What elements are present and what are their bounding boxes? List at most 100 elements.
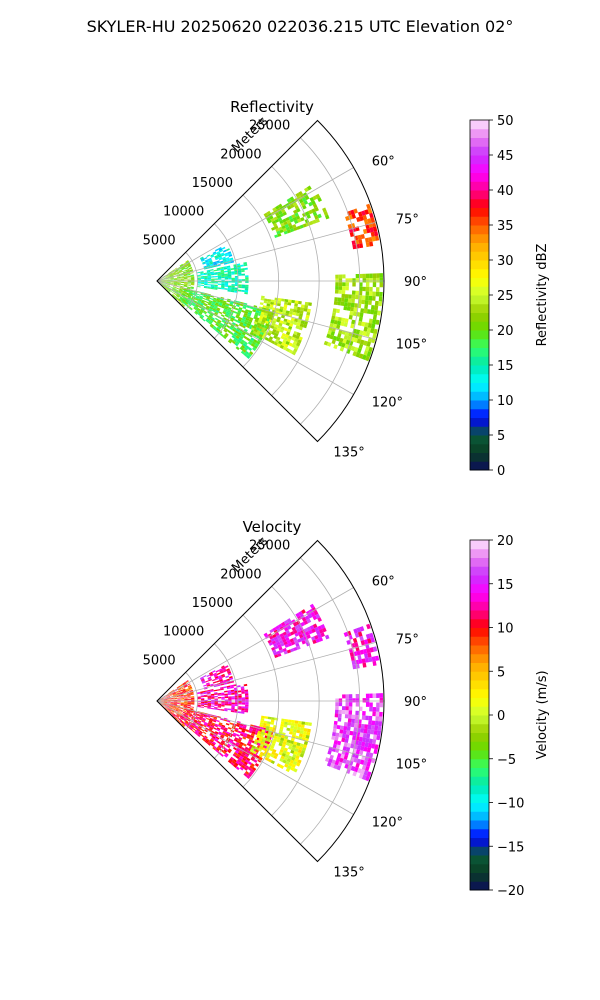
echo-cell	[191, 699, 195, 701]
echo-cell	[166, 275, 170, 277]
echo-cell	[229, 331, 234, 336]
echo-cell	[192, 723, 196, 726]
echo-cell	[163, 703, 167, 706]
echo-cell	[190, 725, 194, 729]
echo-cell	[217, 724, 222, 728]
echo-cell	[197, 696, 201, 698]
echo-cell	[166, 705, 170, 707]
echo-cell	[206, 317, 211, 321]
echo-cell	[315, 193, 321, 199]
echo-cell	[165, 273, 169, 276]
echo-cell	[204, 703, 208, 706]
echo-cell	[290, 228, 295, 233]
colorbar-band	[470, 190, 489, 200]
echo-cell	[271, 322, 276, 327]
echo-cell	[356, 338, 362, 344]
echo-cell	[289, 308, 294, 312]
echo-cell	[244, 770, 250, 775]
echo-cell	[177, 281, 181, 282]
echo-cell	[354, 714, 359, 720]
echo-cell	[160, 699, 164, 701]
echo-cell	[221, 693, 225, 696]
echo-cell	[259, 302, 264, 306]
echo-cell	[234, 330, 239, 334]
echo-cell	[226, 267, 231, 270]
echo-cell	[240, 686, 245, 689]
echo-cell	[278, 646, 283, 651]
echo-cell	[362, 648, 368, 654]
echo-cell	[178, 688, 182, 691]
echo-cell	[354, 723, 358, 728]
echo-cell	[279, 758, 284, 763]
colorbar-band	[470, 575, 489, 585]
echo-cell	[210, 287, 215, 290]
echo-cell	[173, 706, 177, 708]
echo-cell	[187, 264, 191, 267]
echo-cell	[362, 228, 368, 234]
echo-cell	[354, 719, 359, 724]
echo-cell	[209, 734, 213, 738]
echo-cell	[206, 674, 211, 678]
echo-cell	[179, 683, 183, 687]
echo-cell	[174, 700, 178, 701]
echo-cell	[334, 316, 339, 321]
echo-cell	[369, 286, 373, 292]
echo-cell	[177, 698, 181, 700]
echo-cell	[284, 301, 288, 305]
echo-cell	[190, 277, 195, 279]
echo-cell	[167, 709, 171, 712]
echo-cell	[276, 641, 281, 646]
echo-cell	[204, 259, 209, 262]
echo-cell	[301, 640, 306, 645]
echo-cell	[339, 346, 345, 352]
echo-cell	[264, 298, 268, 302]
echo-cell	[202, 305, 206, 309]
echo-cell	[183, 717, 187, 721]
echo-cell	[231, 705, 235, 708]
echo-cell	[355, 278, 360, 283]
colorbar-tick-label: −15	[497, 840, 524, 855]
echo-cell	[289, 631, 295, 636]
echo-cell	[355, 710, 359, 716]
echo-cell	[348, 710, 353, 715]
echo-cell	[200, 314, 205, 318]
echo-cell	[188, 265, 192, 268]
echo-cell	[254, 739, 259, 743]
echo-cell	[168, 271, 172, 274]
echo-cell	[234, 710, 238, 713]
echo-cell	[216, 252, 221, 256]
echo-cell	[247, 767, 253, 772]
echo-cell	[167, 701, 171, 703]
echo-cell	[173, 267, 178, 270]
echo-cell	[287, 328, 292, 333]
echo-cell	[251, 731, 256, 735]
echo-cell	[197, 720, 201, 724]
echo-cell	[198, 718, 203, 721]
echo-cell	[180, 694, 184, 696]
echo-cell	[215, 302, 219, 305]
echo-region	[196, 261, 249, 295]
echo-cell	[276, 316, 281, 321]
echo-cell	[280, 734, 285, 739]
echo-cell	[352, 698, 356, 703]
echo-cell	[342, 746, 347, 751]
echo-cell	[176, 692, 180, 695]
echo-cell	[166, 284, 170, 286]
echo-cell	[190, 284, 195, 286]
echo-cell	[187, 703, 191, 705]
colorbar-tick-label: 15	[497, 578, 514, 593]
echo-cell	[231, 279, 235, 281]
echo-cell	[173, 283, 178, 285]
echo-cell	[260, 717, 265, 721]
echo-cell	[234, 290, 238, 293]
echo-cell	[206, 297, 210, 301]
echo-cell	[167, 282, 171, 283]
echo-cell	[229, 675, 233, 679]
echo-cell	[244, 706, 249, 709]
echo-cell	[363, 326, 368, 332]
echo-cell	[213, 727, 217, 730]
echo-cell	[273, 651, 278, 656]
echo-cell	[191, 281, 195, 283]
echo-cell	[367, 322, 373, 329]
